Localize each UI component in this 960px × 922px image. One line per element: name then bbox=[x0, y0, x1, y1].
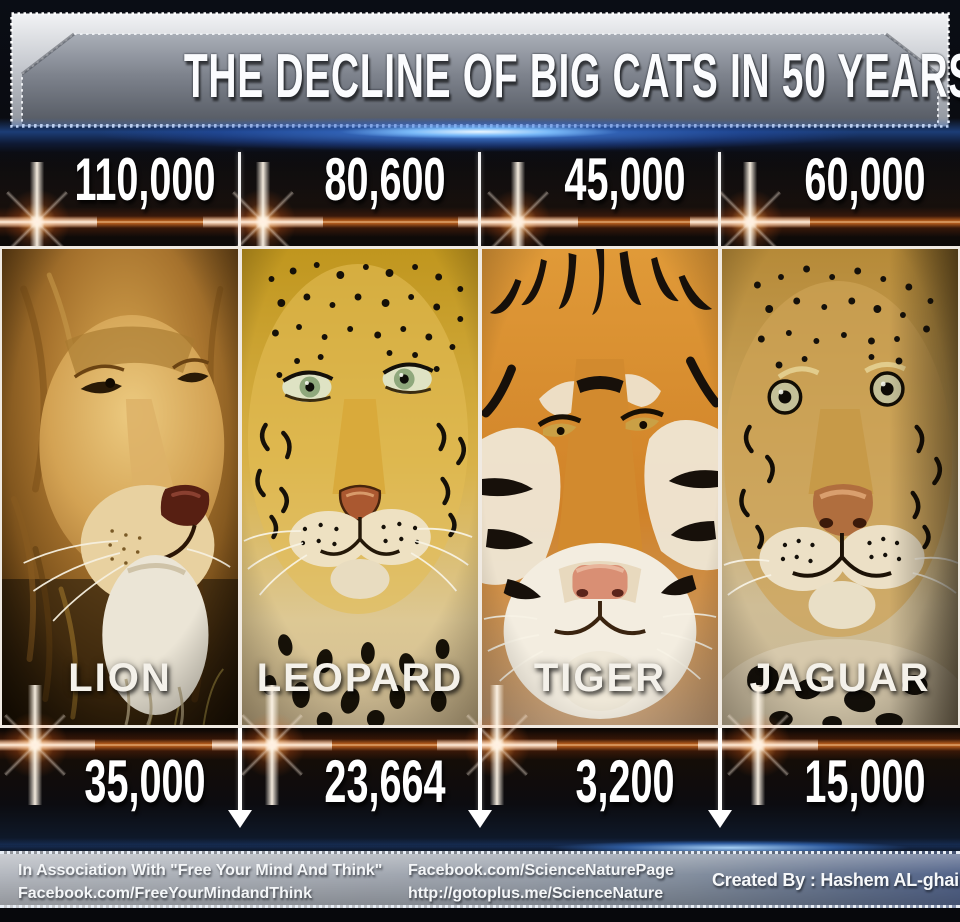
past-populations-band: 110,000 80,600 45,000 60,000 bbox=[0, 146, 960, 282]
credit-text: Created By : Hashem AL-ghaili bbox=[712, 870, 960, 890]
leopard-photo: LEOPARD bbox=[242, 249, 478, 725]
jaguar-name-label: JAGUAR bbox=[749, 656, 931, 700]
column-divider bbox=[718, 152, 721, 246]
footer-blue-glow bbox=[0, 838, 960, 852]
lion-illustration bbox=[2, 249, 238, 725]
sciencenature-block: Facebook.com/ScienceNaturePage http://go… bbox=[408, 859, 674, 905]
sciencenature-facebook-link: Facebook.com/ScienceNaturePage bbox=[408, 862, 674, 879]
column-divider bbox=[478, 152, 481, 246]
title-plaque: THE DECLINE OF BIG CATS IN 50 YEARS bbox=[10, 12, 960, 128]
poster-title: THE DECLINE OF BIG CATS IN 50 YEARS bbox=[183, 42, 960, 111]
leopard-name-label: LEOPARD bbox=[256, 656, 464, 700]
plaque-background-graphic bbox=[10, 12, 950, 128]
lion-name-label: LION bbox=[68, 656, 172, 700]
column-divider bbox=[238, 152, 241, 246]
lion-photo: LION bbox=[2, 249, 238, 725]
sciencenature-gotoplus-link: http://gotoplus.me/ScienceNature bbox=[408, 885, 664, 902]
jaguar-illustration bbox=[722, 249, 958, 725]
decline-arrow-icon bbox=[468, 728, 492, 832]
decline-arrow-icon bbox=[708, 728, 732, 832]
decline-arrow-icon bbox=[228, 728, 252, 832]
leopard-illustration bbox=[242, 249, 478, 725]
jaguar-current-population: 15,000 bbox=[804, 748, 926, 815]
tiger-past-population: 45,000 bbox=[564, 146, 686, 213]
tiger-photo: TIGER bbox=[482, 249, 718, 725]
jaguar-past-population: 60,000 bbox=[804, 146, 926, 213]
tiger-illustration bbox=[482, 249, 718, 725]
current-populations-band: 35,000 23,664 3,200 15,000 bbox=[0, 685, 960, 845]
big-cat-photos-row: LION bbox=[0, 246, 960, 728]
bottom-strip bbox=[0, 908, 960, 922]
leopard-past-population: 80,600 bbox=[324, 146, 446, 213]
credits-plate: In Association With "Free Your Mind And … bbox=[0, 851, 960, 908]
lion-current-population: 35,000 bbox=[84, 748, 206, 815]
tiger-current-population: 3,200 bbox=[575, 748, 675, 815]
tiger-name-label: TIGER bbox=[533, 656, 667, 700]
leopard-current-population: 23,664 bbox=[324, 748, 446, 815]
association-text: In Association With "Free Your Mind And … bbox=[18, 862, 383, 879]
association-facebook-link: Facebook.com/FreeYourMindandThink bbox=[18, 885, 312, 902]
jaguar-photo: JAGUAR bbox=[722, 249, 958, 725]
footer-bar: In Association With "Free Your Mind And … bbox=[0, 838, 960, 922]
lion-past-population: 110,000 bbox=[74, 146, 216, 213]
association-block: In Association With "Free Your Mind And … bbox=[18, 859, 382, 905]
